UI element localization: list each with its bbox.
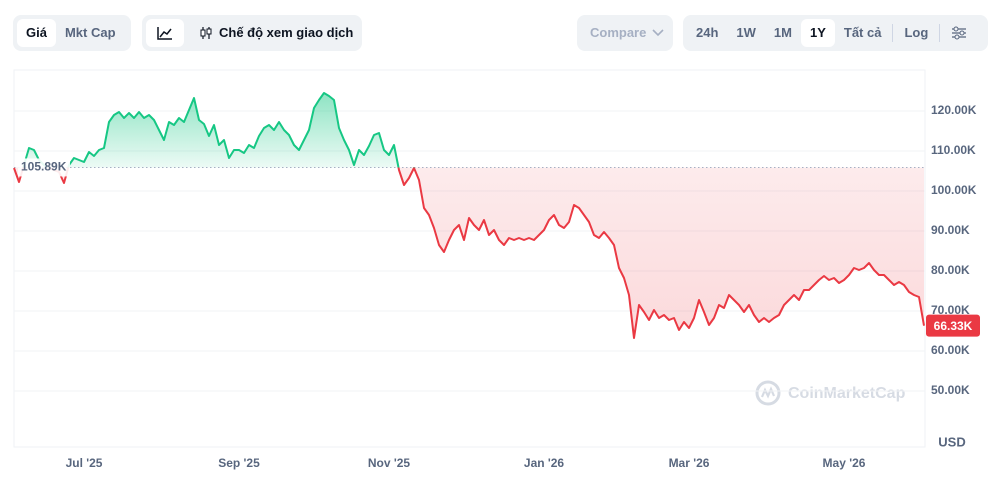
tab-mktcap[interactable]: Mkt Cap bbox=[64, 25, 116, 40]
separator bbox=[939, 24, 941, 42]
range-all[interactable]: Tất cả bbox=[843, 25, 882, 40]
log-button[interactable]: Log bbox=[904, 25, 929, 40]
settings-button[interactable] bbox=[942, 19, 976, 47]
settings-icon bbox=[952, 26, 967, 40]
trading-view-button[interactable]: Chế độ xem giao dịch bbox=[190, 19, 362, 47]
watermark-text: CoinMarketCap bbox=[788, 385, 906, 402]
x-tick-label: Jul '25 bbox=[66, 456, 103, 470]
line-icon bbox=[157, 27, 172, 40]
y-tick-label: 100.00K bbox=[931, 183, 977, 197]
watermark: CoinMarketCap bbox=[755, 380, 906, 406]
y-tick-label: 60.00K bbox=[931, 343, 970, 357]
price-area bbox=[14, 93, 924, 338]
current-price-badge bbox=[926, 314, 980, 337]
y-tick-label: 120.00K bbox=[931, 103, 977, 117]
x-tick-label: Sep '25 bbox=[218, 456, 260, 470]
y-tick-label: 90.00K bbox=[931, 223, 970, 237]
x-tick-label: Jan '26 bbox=[524, 456, 565, 470]
y-tick-label: 50.00K bbox=[931, 383, 970, 397]
candle-icon bbox=[200, 27, 212, 39]
range-24h[interactable]: 24h bbox=[696, 25, 719, 40]
x-tick-label: Nov '25 bbox=[368, 456, 411, 470]
separator bbox=[892, 24, 894, 42]
range-1w[interactable]: 1W bbox=[736, 25, 756, 40]
y-unit: USD bbox=[938, 434, 965, 449]
plot-frame bbox=[13, 69, 926, 448]
trading-view-label: Chế độ xem giao dịch bbox=[219, 25, 354, 40]
current-price-label: 66.33K bbox=[934, 319, 973, 333]
range-1m[interactable]: 1M bbox=[773, 25, 792, 40]
range-tabs: 24h 1W 1M 1Y Tất cả Log bbox=[683, 15, 988, 51]
compare-button[interactable]: Compare bbox=[581, 19, 673, 47]
y-tick-label: 110.00K bbox=[931, 143, 976, 157]
tab-price[interactable]: Giá bbox=[17, 19, 56, 47]
line-chart-button[interactable] bbox=[146, 19, 184, 47]
chevron bbox=[652, 29, 664, 37]
y-tick-label: 70.00K bbox=[931, 303, 970, 317]
y-tick-label: 80.00K bbox=[931, 263, 970, 277]
view-tabs: Giá Mkt Cap bbox=[13, 15, 131, 51]
x-tick-label: May '26 bbox=[823, 456, 866, 470]
chart-style: Chế độ xem giao dịch bbox=[142, 15, 362, 51]
price-line bbox=[13, 92, 925, 339]
compare[interactable]: Compare bbox=[577, 15, 673, 51]
range-1y[interactable]: 1Y bbox=[800, 19, 835, 47]
baseline-label-bg bbox=[18, 158, 70, 177]
baseline-label: 105.89K bbox=[21, 160, 67, 174]
x-tick-label: Mar '26 bbox=[669, 456, 710, 470]
compare-label: Compare bbox=[590, 25, 647, 40]
